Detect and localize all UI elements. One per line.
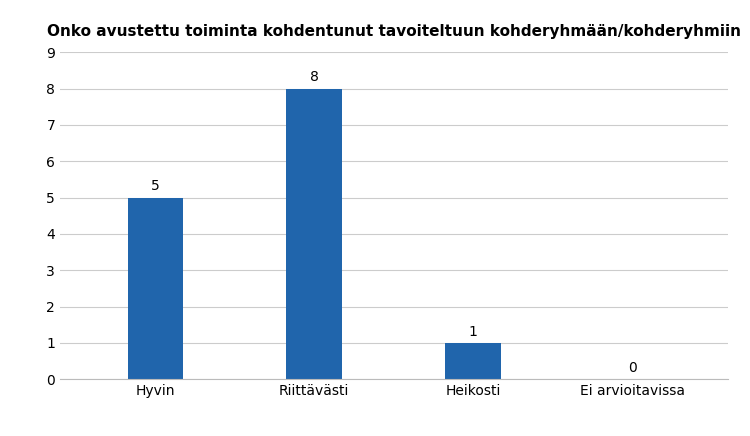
- Text: 1: 1: [469, 325, 478, 339]
- Title: Onko avustettu toiminta kohdentunut tavoiteltuun kohderyhmään/kohderyhmiin: Onko avustettu toiminta kohdentunut tavo…: [46, 24, 741, 39]
- Text: 5: 5: [151, 179, 160, 193]
- Bar: [128, 198, 183, 379]
- Text: 0: 0: [628, 361, 637, 375]
- Text: 8: 8: [310, 70, 319, 84]
- Bar: [286, 89, 342, 379]
- Bar: [446, 343, 501, 379]
